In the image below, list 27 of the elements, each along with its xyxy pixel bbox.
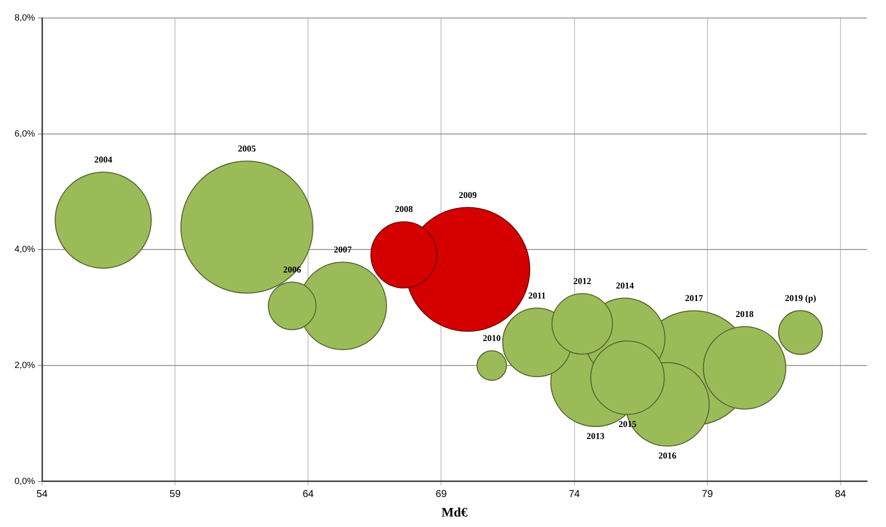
y-tick-label: 4,0% (14, 244, 35, 254)
x-tick-label: 74 (568, 489, 580, 500)
x-tick-label: 54 (36, 489, 48, 500)
annotation: 2017 (685, 293, 704, 304)
x-tick-label: 59 (170, 489, 182, 500)
y-tick-label: 6,0% (14, 128, 35, 138)
annotation: 2018 (736, 308, 754, 319)
y-tick-label: 0,0% (14, 476, 35, 486)
annotation: 2014 (616, 280, 634, 291)
x-tick-label: 84 (834, 489, 846, 500)
annotation: 2005 (238, 143, 256, 154)
annotation: 2013 (586, 430, 606, 441)
x-axis-title: Md€ (442, 504, 468, 520)
annotation: 2019 (p) (784, 292, 816, 303)
x-tick-label: 79 (702, 489, 714, 500)
annotation: 2009 (458, 190, 478, 200)
annotation: 2010 (482, 333, 502, 344)
annotation: 2007 (334, 244, 352, 254)
annotation: 2016 (658, 450, 677, 460)
x-tick-label: 69 (436, 489, 448, 500)
x-tick-label: 64 (302, 489, 314, 500)
y-tick-label: 2,0% (14, 360, 35, 370)
annotation: 2012 (573, 276, 592, 286)
annotation: 2008 (394, 204, 414, 214)
y-tick-label: 8,0% (14, 12, 35, 22)
annotation: 2004 (94, 154, 113, 164)
annotation: 2011 (528, 290, 546, 300)
